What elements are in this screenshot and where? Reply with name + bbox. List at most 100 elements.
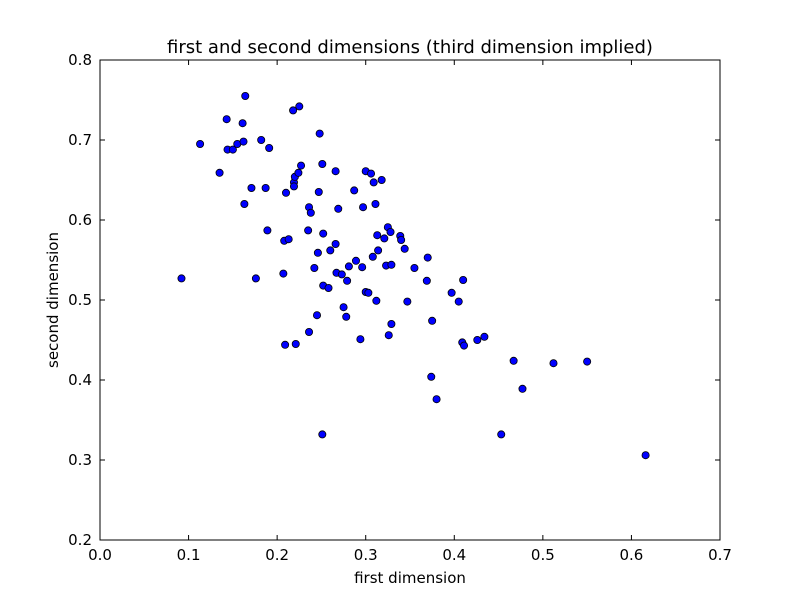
data-point [583, 357, 592, 366]
x-tick-label: 0.2 [265, 546, 289, 564]
data-point [289, 106, 298, 115]
data-point [428, 316, 437, 325]
data-point [358, 263, 367, 272]
data-point [304, 226, 313, 235]
data-point [460, 341, 469, 350]
data-point [228, 145, 237, 154]
x-tick-label: 0.4 [442, 546, 466, 564]
y-tick-label: 0.8 [68, 51, 92, 69]
data-point [289, 182, 298, 191]
data-point [318, 159, 327, 168]
x-tick-label: 0.0 [88, 546, 112, 564]
data-point [384, 331, 393, 340]
x-tick-label: 0.5 [531, 546, 555, 564]
data-point [331, 239, 340, 248]
data-point [410, 263, 419, 272]
data-point [432, 395, 441, 404]
data-point [281, 340, 290, 349]
data-point [369, 178, 378, 187]
x-tick-label: 0.1 [177, 546, 201, 564]
data-point [387, 319, 396, 328]
data-point [400, 244, 409, 253]
data-point [247, 183, 256, 192]
y-tick-label: 0.6 [68, 211, 92, 229]
y-axis-label: second dimension [44, 232, 62, 368]
scatter-points [177, 92, 650, 460]
data-point [356, 335, 365, 344]
data-point [222, 115, 231, 124]
data-point [397, 235, 406, 244]
data-point [263, 226, 272, 235]
data-point [306, 208, 315, 217]
data-point [387, 260, 396, 269]
data-point [368, 252, 377, 261]
data-point [196, 139, 205, 148]
data-point [372, 296, 381, 305]
x-tick-label: 0.7 [708, 546, 732, 564]
data-point [641, 451, 650, 460]
data-point [312, 311, 321, 320]
data-point [238, 119, 247, 128]
data-point [310, 263, 319, 272]
x-tick-label: 0.6 [619, 546, 643, 564]
data-point [314, 187, 323, 196]
data-point [324, 283, 333, 292]
data-point [518, 384, 527, 393]
data-point [371, 199, 380, 208]
data-point [313, 248, 322, 257]
data-point [261, 183, 270, 192]
data-point [386, 227, 395, 236]
data-point [319, 229, 328, 238]
data-point [373, 231, 382, 240]
data-point [344, 262, 353, 271]
data-point [339, 303, 348, 312]
data-point [422, 276, 431, 285]
data-point [364, 288, 373, 297]
data-point [297, 161, 306, 170]
data-point [473, 335, 482, 344]
data-point [374, 246, 383, 255]
data-point [257, 135, 266, 144]
data-point [284, 235, 293, 244]
data-point [334, 204, 343, 213]
chart-title: first and second dimensions (third dimen… [167, 37, 653, 58]
y-tick-label: 0.3 [68, 451, 92, 469]
data-point [351, 256, 360, 265]
data-point [295, 102, 304, 111]
data-point [549, 359, 558, 368]
data-point [240, 199, 249, 208]
data-point [279, 269, 288, 278]
x-tick-label: 0.3 [354, 546, 378, 564]
data-point [241, 92, 250, 101]
data-point [291, 339, 300, 348]
data-point [281, 188, 290, 197]
data-point [315, 129, 324, 138]
data-point [459, 275, 468, 284]
data-point [377, 175, 386, 184]
data-point [403, 297, 412, 306]
data-point [423, 253, 432, 262]
data-point [497, 430, 506, 439]
data-point [367, 169, 376, 178]
data-point [251, 274, 260, 283]
data-point [294, 168, 303, 177]
data-point [447, 288, 456, 297]
y-tick-label: 0.4 [68, 371, 92, 389]
data-point [331, 167, 340, 176]
y-tick-label: 0.2 [68, 531, 92, 549]
y-tick-label: 0.7 [68, 131, 92, 149]
data-point [343, 276, 352, 285]
data-point [342, 312, 351, 321]
data-point [427, 372, 436, 381]
x-axis-label: first dimension [354, 569, 466, 587]
data-point [265, 143, 274, 152]
data-point [215, 168, 224, 177]
y-tick-label: 0.5 [68, 291, 92, 309]
data-point [305, 327, 314, 336]
data-point [177, 274, 186, 283]
data-point [480, 332, 489, 341]
data-point [509, 356, 518, 365]
data-point [318, 430, 327, 439]
axis-ticks: 0.0 0.1 0.2 0.3 0.4 0.5 0.6 0.7 0.2 0.3 0.4 0.5 0.6 0… [68, 51, 732, 564]
